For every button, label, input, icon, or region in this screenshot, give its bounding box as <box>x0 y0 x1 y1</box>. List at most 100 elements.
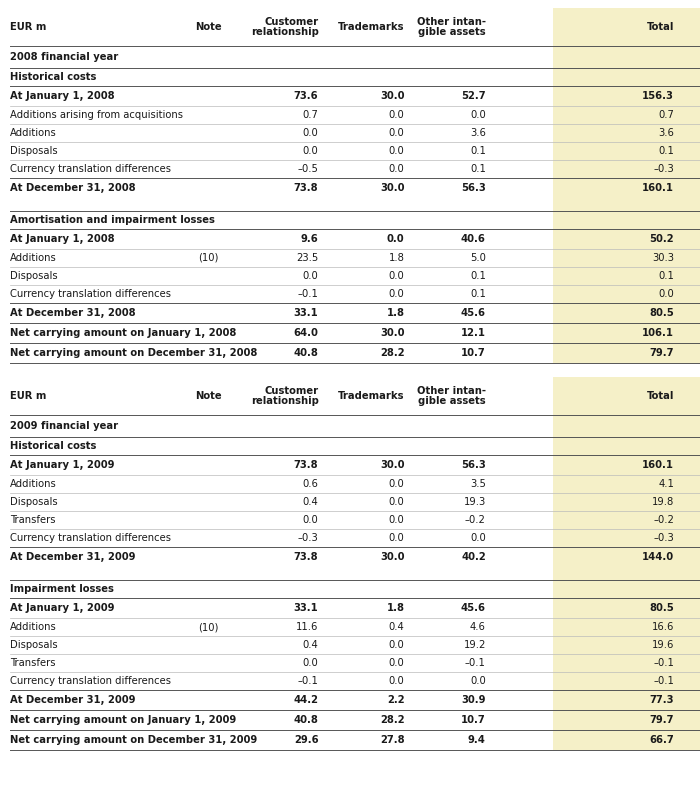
Bar <box>553 229 700 249</box>
Text: 106.1: 106.1 <box>642 328 674 338</box>
Bar <box>553 68 700 86</box>
Text: Historical costs: Historical costs <box>10 441 96 451</box>
Bar <box>553 529 700 547</box>
Bar <box>553 618 700 636</box>
Text: 0.0: 0.0 <box>389 497 405 507</box>
Text: Currency translation differences: Currency translation differences <box>10 164 171 174</box>
Text: 30.0: 30.0 <box>380 552 405 562</box>
Bar <box>553 8 700 46</box>
Bar <box>553 86 700 106</box>
Text: 19.2: 19.2 <box>463 640 486 650</box>
Text: 27.8: 27.8 <box>380 735 405 745</box>
Text: 0.0: 0.0 <box>389 271 405 281</box>
Text: 10.7: 10.7 <box>461 715 486 725</box>
Bar <box>553 580 700 598</box>
Text: 45.6: 45.6 <box>461 603 486 613</box>
Text: 30.0: 30.0 <box>380 328 405 338</box>
Bar <box>553 377 700 415</box>
Text: Net carrying amount on December 31, 2008: Net carrying amount on December 31, 2008 <box>10 348 257 358</box>
Text: 33.1: 33.1 <box>294 308 318 318</box>
Bar <box>553 730 700 750</box>
Text: 4.1: 4.1 <box>658 479 674 489</box>
Text: 0.1: 0.1 <box>470 146 486 156</box>
Text: At January 1, 2009: At January 1, 2009 <box>10 460 114 470</box>
Bar <box>553 455 700 475</box>
Bar <box>553 106 700 124</box>
Text: 160.1: 160.1 <box>642 183 674 193</box>
Text: 4.6: 4.6 <box>470 622 486 632</box>
Text: 64.0: 64.0 <box>293 328 319 338</box>
Text: Customer: Customer <box>265 386 318 396</box>
Bar <box>553 654 700 672</box>
Bar <box>553 46 700 68</box>
Text: 156.3: 156.3 <box>642 91 674 101</box>
Text: 0.0: 0.0 <box>470 533 486 543</box>
Text: At December 31, 2008: At December 31, 2008 <box>10 308 135 318</box>
Text: At January 1, 2008: At January 1, 2008 <box>10 234 114 244</box>
Bar <box>553 567 700 580</box>
Text: Net carrying amount on January 1, 2008: Net carrying amount on January 1, 2008 <box>10 328 236 338</box>
Text: 0.0: 0.0 <box>470 676 486 686</box>
Text: EUR m: EUR m <box>10 391 46 401</box>
Bar <box>553 343 700 363</box>
Text: Other intan-: Other intan- <box>416 386 486 396</box>
Text: –0.2: –0.2 <box>653 515 674 525</box>
Text: 19.6: 19.6 <box>652 640 674 650</box>
Text: 19.8: 19.8 <box>652 497 674 507</box>
Text: 73.8: 73.8 <box>294 183 318 193</box>
Text: 144.0: 144.0 <box>642 552 674 562</box>
Text: At January 1, 2008: At January 1, 2008 <box>10 91 114 101</box>
Text: 16.6: 16.6 <box>652 622 674 632</box>
Text: 45.6: 45.6 <box>461 308 486 318</box>
Text: 0.0: 0.0 <box>389 146 405 156</box>
Text: Additions: Additions <box>10 479 57 489</box>
Text: 0.0: 0.0 <box>389 128 405 138</box>
Text: 30.3: 30.3 <box>652 253 674 263</box>
Text: Customer: Customer <box>265 17 318 27</box>
Text: 44.2: 44.2 <box>293 695 319 705</box>
Text: At December 31, 2009: At December 31, 2009 <box>10 552 135 562</box>
Text: Note: Note <box>195 391 222 401</box>
Text: 0.4: 0.4 <box>302 497 318 507</box>
Text: Impairment losses: Impairment losses <box>10 584 113 594</box>
Text: –0.1: –0.1 <box>298 676 318 686</box>
Text: 0.0: 0.0 <box>389 640 405 650</box>
Bar <box>553 493 700 511</box>
Text: Additions: Additions <box>10 622 57 632</box>
Text: 28.2: 28.2 <box>380 715 405 725</box>
Text: Transfers: Transfers <box>10 515 55 525</box>
Text: 30.9: 30.9 <box>461 695 486 705</box>
Text: –0.3: –0.3 <box>298 533 318 543</box>
Text: At January 1, 2009: At January 1, 2009 <box>10 603 114 613</box>
Bar <box>553 475 700 493</box>
Text: 0.0: 0.0 <box>389 164 405 174</box>
Text: relationship: relationship <box>251 27 318 37</box>
Text: Additions: Additions <box>10 253 57 263</box>
Text: 0.0: 0.0 <box>389 110 405 120</box>
Text: 0.4: 0.4 <box>302 640 318 650</box>
Text: Currency translation differences: Currency translation differences <box>10 533 171 543</box>
Text: 5.0: 5.0 <box>470 253 486 263</box>
Bar <box>553 211 700 229</box>
Text: 28.2: 28.2 <box>380 348 405 358</box>
Text: 30.0: 30.0 <box>380 183 405 193</box>
Text: –0.1: –0.1 <box>653 658 674 668</box>
Text: –0.3: –0.3 <box>653 533 674 543</box>
Text: 0.0: 0.0 <box>387 234 405 244</box>
Text: Disposals: Disposals <box>10 271 57 281</box>
Text: 0.1: 0.1 <box>470 289 486 299</box>
Bar <box>553 285 700 303</box>
Text: Net carrying amount on January 1, 2009: Net carrying amount on January 1, 2009 <box>10 715 236 725</box>
Bar <box>553 710 700 730</box>
Text: 0.0: 0.0 <box>470 110 486 120</box>
Text: Disposals: Disposals <box>10 497 57 507</box>
Text: 79.7: 79.7 <box>650 715 674 725</box>
Text: Trademarks: Trademarks <box>338 391 405 401</box>
Bar <box>553 547 700 567</box>
Text: EUR m: EUR m <box>10 22 46 32</box>
Text: –0.3: –0.3 <box>653 164 674 174</box>
Text: 0.0: 0.0 <box>302 146 318 156</box>
Text: gible assets: gible assets <box>418 27 486 37</box>
Bar <box>553 437 700 455</box>
Text: 40.6: 40.6 <box>461 234 486 244</box>
